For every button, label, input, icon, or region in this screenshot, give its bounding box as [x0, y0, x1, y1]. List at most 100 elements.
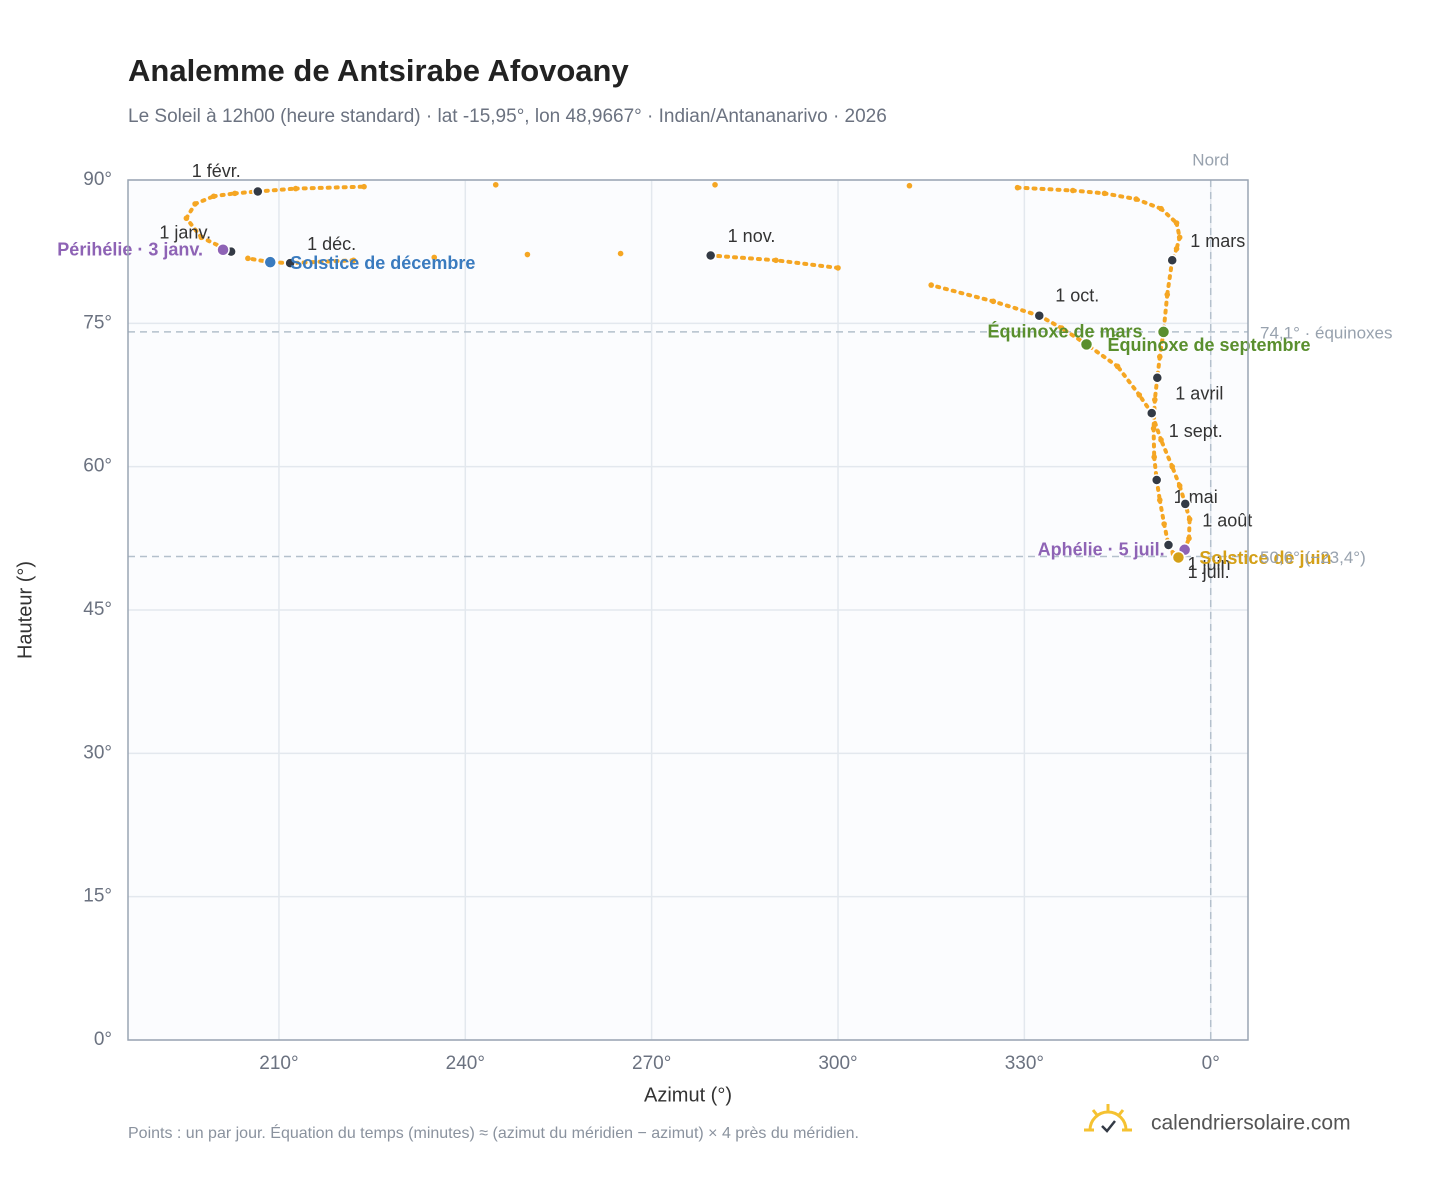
day-point	[1058, 325, 1065, 331]
day-point	[1136, 392, 1143, 398]
month-label: 1 déc.	[307, 234, 356, 254]
analemma-segment	[288, 258, 356, 266]
month-point	[284, 257, 296, 269]
day-point	[1101, 190, 1108, 197]
day-point	[990, 298, 997, 305]
event-point	[1079, 337, 1094, 352]
footnote: Points : un par jour. Équation du temps …	[128, 1123, 859, 1142]
day-point	[1186, 516, 1193, 523]
day-point	[1070, 187, 1076, 194]
analemma-segment	[991, 299, 1042, 318]
y-tick-label: 75°	[83, 312, 112, 333]
analemma-segment	[1115, 364, 1142, 397]
month-label: 1 avril	[1175, 384, 1223, 404]
day-point	[1158, 205, 1164, 212]
analemma-segment	[1134, 197, 1164, 211]
y-tick-label: 90°	[83, 169, 112, 190]
month-point	[1145, 407, 1158, 419]
plot-border	[127, 179, 1249, 1041]
day-point	[361, 183, 367, 190]
x-tick-label: 270°	[632, 1053, 671, 1074]
month-label: 1 juil.	[1188, 562, 1230, 582]
day-point	[192, 201, 198, 207]
analemma-segment	[929, 283, 996, 304]
analemma-segment	[193, 194, 216, 206]
event-point	[263, 255, 278, 269]
analemma-segment	[1170, 464, 1182, 488]
reference-label: 50,6° (−23,4°)	[1260, 548, 1366, 567]
day-point	[1014, 184, 1021, 191]
month-point	[1162, 539, 1175, 551]
month-point	[1150, 474, 1163, 486]
day-point	[773, 257, 779, 264]
day-point	[232, 190, 238, 197]
day-point	[1151, 454, 1158, 460]
analemma-segment	[1159, 437, 1175, 469]
day-point	[1176, 482, 1183, 489]
event-point	[1171, 550, 1186, 565]
event-label: Aphélie · 5 juil.	[1038, 540, 1165, 560]
event-label: Équinoxe de septembre	[1107, 334, 1310, 355]
day-point	[1158, 437, 1164, 443]
day-point	[1114, 363, 1121, 370]
day-point	[1173, 220, 1180, 226]
month-label: 1 sept.	[1169, 421, 1223, 441]
day-point	[1164, 291, 1171, 298]
brand-logo	[1084, 1104, 1132, 1133]
analemma-segment	[255, 186, 298, 194]
reference-label: Nord	[1192, 150, 1229, 169]
month-point	[1166, 254, 1178, 267]
day-point	[712, 181, 718, 188]
analemma-segment	[1159, 206, 1179, 225]
y-tick-label: 15°	[83, 886, 112, 907]
month-label: 1 mars	[1190, 231, 1245, 251]
month-label: 1 oct.	[1055, 285, 1099, 305]
day-point	[524, 251, 531, 258]
day-point	[183, 215, 190, 222]
event-label: Solstice de décembre	[290, 253, 475, 273]
day-point	[906, 182, 913, 189]
day-point	[1161, 521, 1167, 527]
analemma-segment	[1070, 188, 1107, 196]
day-point	[1156, 353, 1163, 360]
x-tick-label: 240°	[446, 1053, 485, 1074]
day-point	[1133, 196, 1139, 202]
event-label: Solstice de juin	[1199, 548, 1331, 568]
chart-title: Analemme de Antsirabe Afovoany	[128, 53, 629, 88]
y-tick-label: 60°	[83, 456, 112, 477]
day-point	[210, 193, 217, 200]
analemma-segment	[1186, 517, 1192, 541]
month-label: 1 nov.	[728, 226, 776, 246]
day-point	[1176, 234, 1183, 241]
analemma-segment	[1102, 191, 1139, 202]
x-tick-label: 0°	[1202, 1053, 1220, 1074]
day-point	[835, 265, 841, 271]
analemma-segment	[773, 258, 841, 270]
analemma-segment	[293, 184, 367, 191]
analemma-segment	[1151, 426, 1157, 460]
brand: calendriersolaire.com	[1151, 1112, 1351, 1135]
analemma-segment	[708, 253, 778, 263]
event-point	[1156, 325, 1171, 339]
y-tick-label: 0°	[94, 1029, 112, 1050]
x-tick-label: 300°	[818, 1053, 857, 1074]
day-point	[1152, 396, 1158, 403]
day-point	[431, 254, 438, 261]
month-label: 1 août	[1202, 511, 1252, 531]
month-point	[704, 249, 717, 262]
day-point	[617, 250, 624, 257]
x-tick-label: 210°	[259, 1053, 298, 1074]
day-point	[1169, 463, 1176, 470]
analemma-segment	[1165, 258, 1175, 297]
day-point	[198, 234, 205, 241]
y-tick-label: 30°	[83, 742, 112, 763]
y-tick-label: 45°	[83, 599, 112, 620]
day-point	[928, 282, 934, 288]
day-point	[245, 255, 251, 262]
analemma-segment	[211, 191, 237, 199]
day-point	[1150, 425, 1157, 432]
month-point	[1179, 498, 1192, 510]
analemma-segment	[1059, 326, 1089, 347]
